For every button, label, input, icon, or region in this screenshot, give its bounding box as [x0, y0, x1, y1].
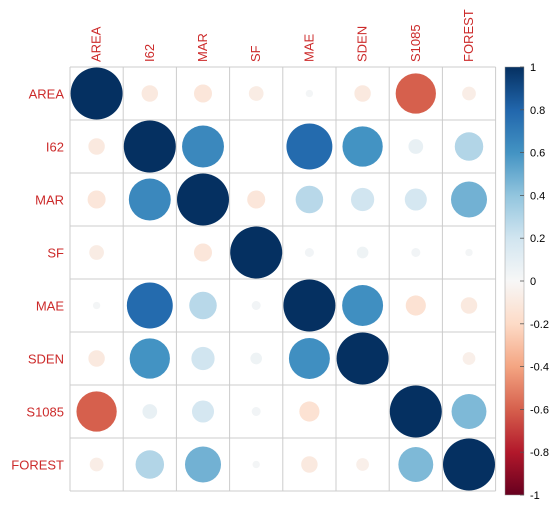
corr-circle-mar-s1085 — [404, 188, 427, 211]
corr-circle-sf-sden — [356, 246, 369, 259]
corr-circle-sf-area — [89, 245, 104, 260]
col-label-mar: MAR — [195, 33, 210, 62]
colorbar-tick-label: -0.6 — [530, 404, 549, 416]
corr-circle-mae-i62 — [126, 282, 173, 329]
corr-circle-s1085-mar — [191, 400, 215, 423]
corr-circle-i62-s1085 — [408, 139, 424, 154]
corr-circle-mar-forest — [450, 181, 488, 218]
corr-circle-forest-sf — [252, 460, 260, 469]
corr-circle-sf-s1085 — [411, 247, 421, 258]
corr-circle-mae-mae — [283, 279, 336, 332]
corr-circle-area-sf — [248, 86, 264, 101]
corr-circle-sden-mae — [288, 338, 330, 379]
colorbar-legend: 1 0.8 0.6 0.4 0.2 0 -0.2 -0.4 -0.6 -0.8 -1 — [504, 62, 549, 502]
row-label-s1085: S1085 — [26, 405, 64, 420]
corr-circle-mar-mae — [295, 185, 324, 214]
grid-layer — [69, 66, 497, 492]
corr-circle-sden-mar — [191, 346, 215, 371]
corr-circle-area-mae — [305, 89, 314, 98]
corr-circle-forest-s1085 — [398, 447, 434, 482]
corr-circle-i62-mar — [182, 125, 224, 168]
corr-circle-mae-s1085 — [405, 295, 426, 316]
colorbar-tick-label: 0.6 — [530, 148, 545, 160]
corr-circle-mae-sden — [342, 285, 384, 326]
col-label-area: AREA — [89, 26, 104, 62]
corr-circle-sf-mae — [304, 247, 314, 258]
corr-circle-area-s1085 — [395, 73, 436, 114]
corr-circle-sf-forest — [465, 248, 473, 257]
corr-circle-forest-mar — [184, 446, 222, 483]
corr-circle-mar-i62 — [128, 178, 171, 221]
circles-layer — [70, 67, 495, 491]
corr-circle-forest-i62 — [135, 450, 165, 479]
corr-circle-i62-sden — [342, 126, 383, 167]
corr-circle-area-mar — [193, 84, 213, 103]
colorbar-tick-label: 0 — [530, 276, 536, 288]
corr-circle-sf-mar — [193, 243, 213, 262]
corr-circle-sden-sden — [336, 332, 389, 385]
col-label-sf: SF — [248, 45, 263, 62]
row-label-area: AREA — [29, 87, 65, 102]
corr-circle-forest-forest — [443, 438, 495, 491]
corr-circle-s1085-s1085 — [389, 385, 442, 438]
corr-circle-mae-sf — [251, 300, 261, 311]
corr-circle-s1085-mae — [299, 401, 320, 422]
corr-circle-i62-area — [88, 138, 105, 155]
col-label-i62: I62 — [142, 44, 157, 62]
corr-circle-sf-sf — [230, 226, 283, 279]
corr-circle-mae-mar — [189, 291, 217, 320]
corr-circle-forest-sden — [356, 458, 369, 471]
corr-circle-area-area — [70, 67, 123, 120]
corr-circle-s1085-area — [76, 391, 117, 432]
corr-circle-mar-sf — [247, 190, 266, 209]
corr-circle-forest-area — [89, 457, 104, 472]
colorbar-tick-label: 0.2 — [530, 233, 545, 245]
row-label-forest: FOREST — [11, 458, 64, 473]
colorbar-tick-label: -0.4 — [530, 362, 549, 374]
row-label-sden: SDEN — [28, 352, 64, 367]
corr-circle-mar-mar — [177, 173, 229, 226]
row-label-mar: MAR — [35, 193, 64, 208]
col-label-mae: MAE — [301, 34, 316, 63]
corr-circle-s1085-sf — [251, 406, 261, 417]
corr-circle-i62-mae — [286, 123, 333, 170]
corr-circle-forest-mae — [301, 456, 318, 473]
corr-circle-sden-i62 — [129, 338, 170, 379]
labels-layer: AREA I62 MAR SF MAE SDEN S1085 FOREST AREA I62 MAR… — [11, 9, 476, 472]
corr-circle-mae-forest — [460, 297, 478, 314]
corr-circle-mar-area — [87, 190, 106, 209]
corr-circle-area-forest — [462, 86, 476, 101]
corr-circle-sden-forest — [462, 352, 476, 365]
corr-circle-sden-area — [88, 350, 105, 367]
colorbar-tick-label: 1 — [530, 62, 536, 74]
colorbar-tick-label: -1 — [530, 490, 540, 502]
col-label-s1085: S1085 — [408, 24, 423, 62]
row-label-sf: SF — [47, 246, 64, 261]
colorbar-tick-label: 0.8 — [530, 105, 545, 117]
corr-circle-mar-sden — [350, 187, 375, 212]
colorbar-tick-label: -0.8 — [530, 447, 549, 459]
colorbar-tick-label: -0.2 — [530, 319, 549, 331]
row-label-mae: MAE — [36, 299, 65, 314]
row-label-i62: I62 — [46, 140, 64, 155]
corr-circle-i62-forest — [454, 132, 484, 161]
col-label-sden: SDEN — [355, 26, 370, 62]
corr-circle-i62-i62 — [123, 120, 176, 173]
corr-circle-s1085-i62 — [142, 404, 158, 419]
corr-circle-s1085-forest — [451, 394, 487, 429]
corr-circle-area-sden — [354, 85, 371, 102]
corr-circle-sden-sf — [250, 352, 263, 365]
corr-circle-area-i62 — [141, 85, 159, 102]
corr-circle-mae-area — [92, 301, 101, 310]
col-label-forest: FOREST — [461, 9, 476, 62]
colorbar-tick-label: 0.4 — [530, 190, 545, 202]
